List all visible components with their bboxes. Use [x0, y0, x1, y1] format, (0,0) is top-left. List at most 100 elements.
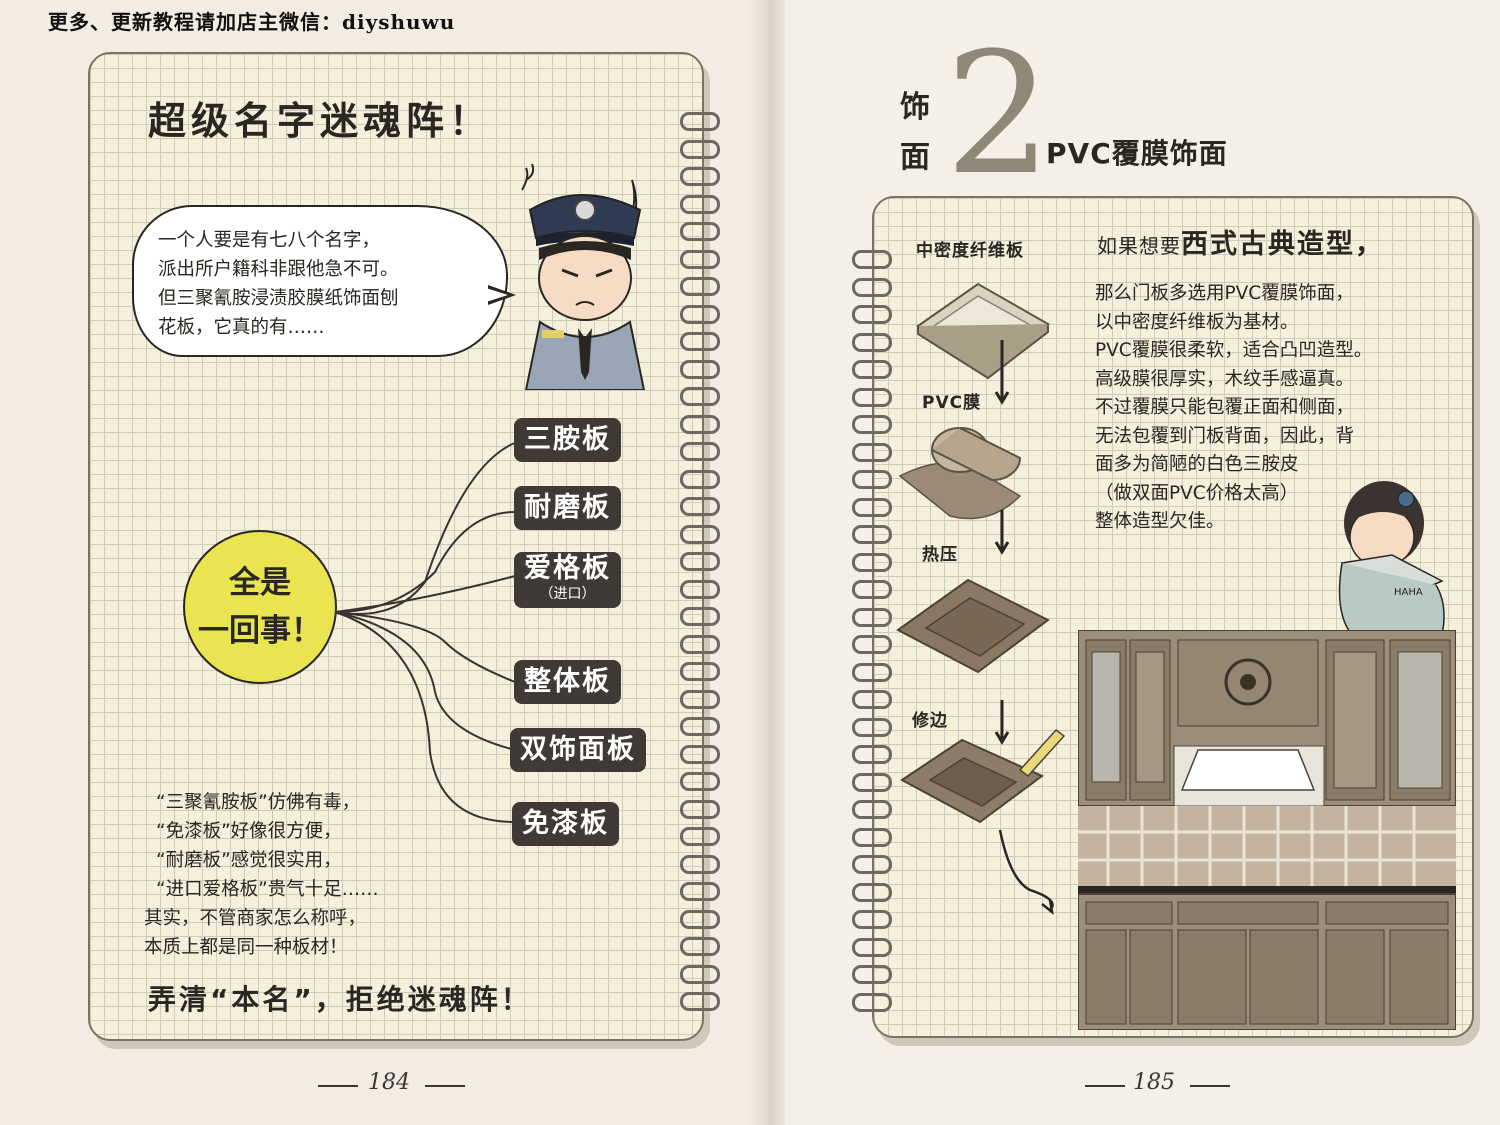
watermark: 更多、更新教程请加店主微信：diyshuwu: [48, 10, 456, 34]
text-line: 其实，不管商家怎么称呼，: [144, 908, 367, 929]
spiral-ring: [852, 800, 892, 819]
spiral-ring: [852, 662, 892, 682]
bubble-line: 一回事！: [198, 613, 322, 649]
text-line: 本质上都是同一种板材！: [144, 937, 348, 958]
bubble-line: 全是: [229, 565, 291, 601]
right-body-text: 那么门板多选用PVC覆膜饰面， 以中密度纤维板为基材。 PVC覆膜很柔软，适合凸…: [1095, 280, 1372, 537]
spiral-ring: [680, 964, 720, 984]
spiral-ring: [680, 552, 720, 571]
step-label-mdf: 中密度纤维板: [916, 241, 1024, 261]
spiral-ring: [852, 360, 892, 379]
spiral-ring: [852, 387, 892, 407]
text-line: “耐磨板”感觉很实用，: [156, 850, 342, 871]
spiral-ring: [680, 387, 720, 406]
tag-label: 耐磨板: [524, 492, 611, 523]
tag-egger-board: 爱格板 （进口）: [514, 552, 621, 608]
spiral-ring: [680, 304, 720, 324]
spiral-ring: [852, 772, 892, 792]
spiral-ring: [852, 635, 892, 654]
speech-line: 一个人要是有七八个名字，: [158, 230, 381, 251]
section-char: 面: [900, 140, 930, 175]
tag-label: 整体板: [524, 666, 611, 697]
spiral-ring: [680, 717, 720, 736]
process-steps-illustration: [896, 282, 1066, 916]
spiral-ring: [852, 882, 892, 902]
spiral-ring: [680, 469, 720, 489]
spiral-ring: [680, 359, 720, 379]
spiral-ring: [852, 965, 892, 984]
spiral-ring: [680, 414, 720, 434]
connector-lines: [334, 441, 518, 823]
spiral-ring: [852, 332, 892, 352]
tag-double-veneer-board: 双饰面板: [510, 728, 646, 772]
fan-text: HAHA: [1394, 587, 1423, 598]
section-number: 2: [945, 16, 1052, 212]
speech-line: 派出所户籍科非跟他急不可。: [158, 259, 399, 280]
speech-bubble: [132, 205, 508, 357]
spiral-ring: [680, 799, 720, 819]
spiral-ring: [680, 249, 720, 269]
spiral-ring: [852, 717, 892, 737]
section-char: 饰: [900, 90, 930, 125]
spiral-ring: [852, 305, 892, 324]
spiral-ring: [680, 909, 720, 929]
speech-line: 但三聚氰胺浸渍胶膜纸饰面刨: [158, 288, 399, 309]
spiral-ring: [852, 497, 892, 517]
spiral-ring: [680, 744, 720, 764]
spiral-ring: [680, 662, 720, 681]
spiral-ring: [852, 250, 892, 269]
text-line: 不过覆膜只能包覆正面和侧面，: [1095, 397, 1355, 418]
left-slogan: 弄清“本名”，拒绝迷魂阵！: [148, 983, 532, 1016]
spiral-ring: [680, 992, 720, 1011]
page-number-ornament: [425, 1085, 465, 1087]
spiral-ring: [680, 277, 720, 296]
step-label-pvc-film: PVC膜: [922, 393, 982, 413]
page-number-ornament: [1085, 1085, 1125, 1087]
spiral-ring: [680, 634, 720, 654]
text-line: 面多为简陋的白色三胺皮: [1095, 454, 1299, 475]
left-bottom-text: “三聚氰胺板”仿佛有毒， “免漆板”好像很方便， “耐磨板”感觉很实用， “进口…: [144, 788, 379, 962]
text-line: 那么门板多选用PVC覆膜饰面，: [1095, 283, 1354, 304]
spiral-ring: [852, 277, 892, 297]
page-number-left: 184: [368, 1070, 410, 1095]
spiral-ring: [680, 772, 720, 791]
spiral-ring: [680, 139, 720, 159]
tag-wear-resistant-board: 耐磨板: [514, 486, 621, 530]
tag-paint-free-board: 免漆板: [512, 802, 619, 846]
spiral-ring: [852, 992, 892, 1012]
police-officer-illustration: [521, 163, 646, 390]
spiral-ring: [680, 167, 720, 186]
step-label-trim-edge: 修边: [912, 711, 948, 731]
page-number-ornament: [318, 1085, 358, 1087]
spiral-ring: [680, 579, 720, 599]
tag-sanan-board: 三胺板: [514, 418, 621, 462]
spiral-ring: [852, 580, 892, 599]
spiral-ring: [680, 332, 720, 351]
tag-label: 三胺板: [524, 424, 611, 455]
spiral-ring: [680, 194, 720, 214]
book-gutter: [748, 0, 788, 1125]
tag-integral-board: 整体板: [514, 660, 621, 704]
text-line: “进口爱格板”贵气十足……: [156, 879, 379, 900]
spiral-ring: [852, 607, 892, 627]
spiral-ring: [852, 690, 892, 709]
tag-label: 免漆板: [522, 808, 609, 839]
text-line: 整体造型欠佳。: [1095, 511, 1225, 532]
spiral-ring: [852, 415, 892, 434]
right-intro: 如果想要西式古典造型，: [1097, 222, 1384, 261]
spiral-ring: [852, 937, 892, 957]
text-line: （做双面PVC价格太高）: [1095, 482, 1299, 504]
page-number-right: 185: [1133, 1070, 1175, 1095]
spiral-ring: [852, 910, 892, 929]
spiral-ring: [680, 882, 720, 901]
page-number-ornament: [1190, 1085, 1230, 1087]
spiral-ring: [852, 470, 892, 489]
spiral-ring: [680, 497, 720, 516]
spiral-ring: [680, 689, 720, 709]
yellow-summary-bubble: 全是 一回事！: [183, 530, 337, 684]
spiral-ring: [680, 827, 720, 846]
spiral-ring: [680, 112, 720, 131]
tag-sublabel: （进口）: [539, 586, 596, 602]
spiral-ring: [852, 552, 892, 572]
tag-label: 双饰面板: [520, 734, 636, 765]
